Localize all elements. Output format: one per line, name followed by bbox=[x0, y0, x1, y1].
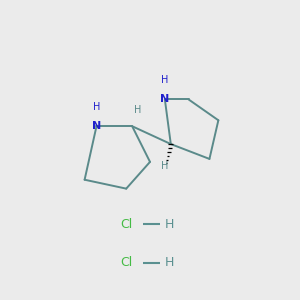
Text: H: H bbox=[161, 75, 169, 85]
Text: H: H bbox=[93, 102, 100, 112]
Text: H: H bbox=[161, 161, 169, 171]
Text: Cl: Cl bbox=[120, 218, 132, 231]
Text: H: H bbox=[165, 218, 174, 231]
Text: Cl: Cl bbox=[120, 256, 132, 269]
Text: H: H bbox=[134, 105, 142, 115]
Text: N: N bbox=[160, 94, 170, 104]
Text: H: H bbox=[165, 256, 174, 269]
Text: N: N bbox=[92, 121, 101, 131]
